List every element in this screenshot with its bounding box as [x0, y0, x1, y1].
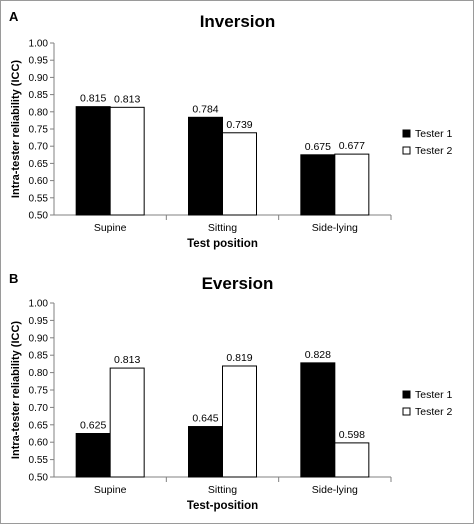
data-label: 0.625: [80, 420, 106, 432]
y-tick-label: 0.80: [29, 368, 49, 379]
y-tick-label: 0.75: [29, 386, 49, 397]
x-axis-title: Test-position: [187, 500, 258, 512]
data-label: 0.784: [192, 103, 218, 115]
data-label: 0.675: [305, 141, 331, 153]
legend-swatch: [402, 390, 411, 399]
x-tick-label: Side-lying: [312, 222, 358, 234]
data-label: 0.813: [114, 93, 140, 105]
chart-panel-a: A Inversion 0.50 0.55 0.60 0.65 0.70 0.75 0.80 0.…: [9, 9, 453, 250]
data-label: 0.677: [339, 140, 365, 152]
x-tick-label: Supine: [94, 222, 127, 234]
y-tick-label: 0.75: [29, 125, 49, 136]
panel-label: A: [9, 9, 19, 24]
bar-tester-1: [188, 116, 223, 216]
chart-panel-b: B Eversion 0.50 0.55 0.60 0.65 0.70 0.75 0.80 0.8…: [9, 271, 453, 512]
x-tick-label: Sitting: [208, 484, 237, 496]
data-label: 0.739: [226, 119, 252, 131]
bar-tester-2: [334, 442, 370, 478]
y-tick-label: 0.50: [29, 211, 49, 222]
panel-label: B: [9, 271, 18, 286]
y-axis-title: Intra-tester reliability (ICC): [10, 60, 22, 198]
chart-title: Inversion: [200, 12, 276, 31]
bar-tester-1: [75, 433, 111, 478]
y-tick-label: 0.55: [29, 193, 49, 204]
bar-tester-1: [300, 362, 336, 478]
data-label: 0.813: [114, 354, 140, 366]
y-tick-label: 0.90: [29, 73, 49, 84]
y-tick-label: 0.65: [29, 420, 49, 431]
y-tick-label: 0.90: [29, 333, 49, 344]
legend-swatch: [402, 407, 411, 416]
data-label: 0.598: [339, 429, 365, 441]
x-tick-label: Supine: [94, 484, 127, 496]
bar-tester-2: [334, 153, 370, 216]
data-label: 0.819: [226, 352, 252, 364]
data-label: 0.645: [192, 413, 218, 425]
bar-tester-1: [188, 426, 223, 478]
y-tick-label: 1.00: [29, 39, 49, 50]
legend-label: Tester 1: [415, 128, 453, 140]
legend-swatch: [402, 129, 411, 138]
y-tick-label: 0.80: [29, 107, 49, 118]
legend-swatch: [402, 146, 411, 155]
data-label: 0.828: [305, 349, 331, 361]
y-tick-label: 0.85: [29, 351, 49, 362]
x-tick-label: Sitting: [208, 222, 237, 234]
x-tick-label: Side-lying: [312, 484, 358, 496]
y-tick-label: 0.65: [29, 159, 49, 170]
y-tick-label: 0.95: [29, 316, 49, 327]
y-tick-label: 0.55: [29, 455, 49, 466]
y-tick-label: 0.70: [29, 142, 49, 153]
bar-tester-1: [300, 154, 336, 216]
y-tick-label: 0.95: [29, 56, 49, 67]
x-axis-title: Test position: [187, 238, 258, 250]
y-tick-label: 0.60: [29, 176, 49, 187]
y-tick-label: 0.70: [29, 403, 49, 414]
bar-tester-2: [222, 132, 257, 216]
bar-tester-2: [109, 106, 145, 216]
y-tick-label: 0.60: [29, 438, 49, 449]
y-tick-label: 1.00: [29, 299, 49, 310]
chart-title: Eversion: [202, 274, 274, 293]
bar-tester-1: [75, 106, 111, 216]
data-label: 0.815: [80, 93, 106, 105]
y-tick-label: 0.50: [29, 473, 49, 484]
bar-tester-2: [222, 365, 257, 478]
legend-label: Tester 2: [415, 406, 453, 418]
y-axis-title: Intra-tester reliability (ICC): [10, 321, 22, 459]
bar-tester-2: [109, 367, 145, 478]
legend-label: Tester 2: [415, 145, 453, 157]
legend-label: Tester 1: [415, 389, 453, 401]
y-tick-label: 0.85: [29, 90, 49, 101]
